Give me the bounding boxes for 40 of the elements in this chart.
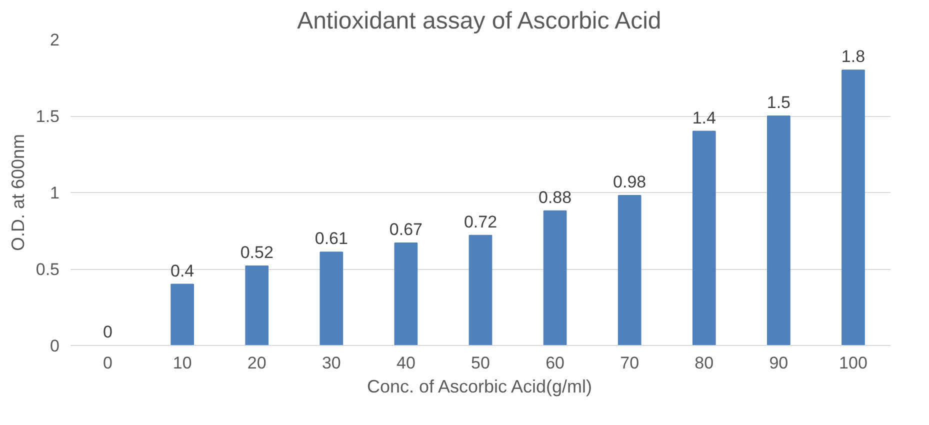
y-tick-label: 2 xyxy=(50,30,60,50)
x-tick-label: 100 xyxy=(839,354,868,372)
bar xyxy=(468,234,492,346)
data-label: 0.4 xyxy=(170,261,194,280)
x-tick-label: 0 xyxy=(103,354,113,372)
bar xyxy=(394,242,418,346)
y-tick-label: 1.5 xyxy=(36,107,60,126)
x-tick-label: 30 xyxy=(322,354,341,372)
x-tick-label: 20 xyxy=(247,354,266,372)
x-tick-label: 60 xyxy=(546,354,565,372)
bar xyxy=(767,116,790,346)
data-label: 0.88 xyxy=(538,188,572,207)
data-label: 0 xyxy=(103,322,113,342)
chart-title: Antioxidant assay of Ascorbic Acid xyxy=(297,8,662,34)
x-tick-label: 70 xyxy=(620,354,640,372)
x-tick-label: 50 xyxy=(471,354,490,372)
x-tick-label: 10 xyxy=(172,354,192,372)
bar xyxy=(170,284,194,346)
bar xyxy=(320,252,344,346)
y-tick-label: 0.5 xyxy=(36,260,60,279)
data-label: 1.4 xyxy=(692,108,716,128)
bar xyxy=(245,265,269,346)
y-tick-label: 1 xyxy=(50,184,60,202)
data-label: 0.98 xyxy=(613,172,646,192)
bar xyxy=(842,70,865,346)
bar xyxy=(543,210,567,346)
data-label: 0.61 xyxy=(314,229,348,248)
x-tick-label: 80 xyxy=(694,354,714,372)
x-tick-label: 90 xyxy=(769,354,788,372)
bar xyxy=(692,130,716,346)
y-tick-label: 0 xyxy=(50,336,60,356)
y-axis-title: O.D. at 600nm xyxy=(8,134,28,252)
bar xyxy=(618,195,642,346)
data-label: 1.8 xyxy=(841,47,866,66)
data-label: 1.5 xyxy=(766,93,791,112)
data-label: 0.52 xyxy=(240,242,274,262)
x-axis-title: Conc. of Ascorbic Acid(g/ml) xyxy=(366,376,592,396)
x-tick-label: 40 xyxy=(396,354,416,372)
data-label: 0.67 xyxy=(389,220,423,239)
data-label: 0.72 xyxy=(464,212,498,232)
